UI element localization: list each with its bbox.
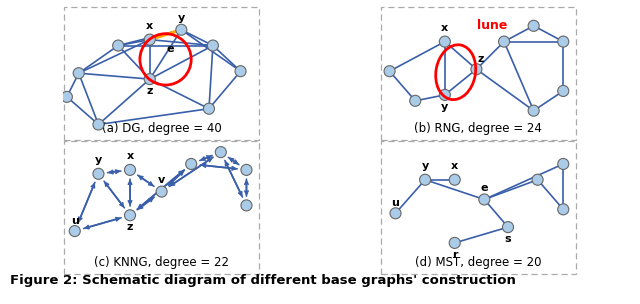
Circle shape	[449, 237, 460, 248]
Circle shape	[186, 158, 196, 170]
Circle shape	[528, 105, 539, 116]
Text: x: x	[442, 23, 449, 33]
Text: x: x	[451, 161, 458, 171]
Circle shape	[241, 164, 252, 175]
Circle shape	[125, 164, 136, 175]
Text: y: y	[95, 155, 102, 165]
Circle shape	[235, 66, 246, 77]
Text: (b) RNG, degree = 24: (b) RNG, degree = 24	[415, 122, 542, 135]
Text: r: r	[452, 250, 458, 260]
Text: (d) MST, degree = 20: (d) MST, degree = 20	[415, 256, 541, 269]
Circle shape	[113, 40, 124, 51]
Text: Figure 2: Schematic diagram of different base graphs' construction: Figure 2: Schematic diagram of different…	[10, 275, 515, 288]
Circle shape	[204, 103, 214, 114]
Circle shape	[73, 68, 84, 79]
Circle shape	[479, 194, 490, 205]
Text: x: x	[127, 151, 134, 161]
Circle shape	[499, 36, 509, 47]
Text: u: u	[392, 199, 399, 209]
Circle shape	[93, 168, 104, 179]
Text: z: z	[477, 54, 484, 64]
Text: y: y	[441, 102, 449, 112]
Circle shape	[410, 95, 420, 106]
Circle shape	[528, 20, 539, 31]
Circle shape	[156, 186, 167, 197]
Text: e: e	[167, 43, 174, 54]
Text: x: x	[146, 21, 154, 31]
Circle shape	[557, 36, 569, 47]
Circle shape	[439, 89, 451, 100]
Circle shape	[93, 119, 104, 130]
Circle shape	[390, 208, 401, 219]
Text: u: u	[71, 216, 79, 226]
Circle shape	[384, 66, 395, 77]
Circle shape	[69, 226, 80, 237]
Text: (c) KNNG, degree = 22: (c) KNNG, degree = 22	[94, 256, 229, 269]
Circle shape	[449, 174, 460, 185]
Text: (a) DG, degree = 40: (a) DG, degree = 40	[102, 122, 221, 135]
Circle shape	[502, 222, 513, 233]
Text: v: v	[158, 175, 165, 185]
Circle shape	[420, 174, 431, 185]
Text: y: y	[178, 13, 185, 23]
Text: y: y	[422, 161, 429, 171]
Text: s: s	[505, 234, 511, 244]
Circle shape	[439, 36, 451, 47]
Circle shape	[241, 200, 252, 211]
Circle shape	[557, 204, 569, 215]
Text: z: z	[127, 222, 133, 232]
Circle shape	[125, 210, 136, 221]
Circle shape	[557, 85, 569, 96]
Text: lune: lune	[477, 19, 508, 32]
Circle shape	[215, 147, 227, 158]
Text: z: z	[147, 86, 153, 96]
Circle shape	[176, 24, 187, 35]
Circle shape	[144, 34, 156, 45]
Circle shape	[532, 174, 543, 185]
Text: e: e	[481, 183, 488, 193]
Circle shape	[144, 74, 156, 85]
Circle shape	[61, 91, 72, 102]
Circle shape	[557, 158, 569, 170]
Circle shape	[471, 64, 482, 75]
Circle shape	[207, 40, 218, 51]
